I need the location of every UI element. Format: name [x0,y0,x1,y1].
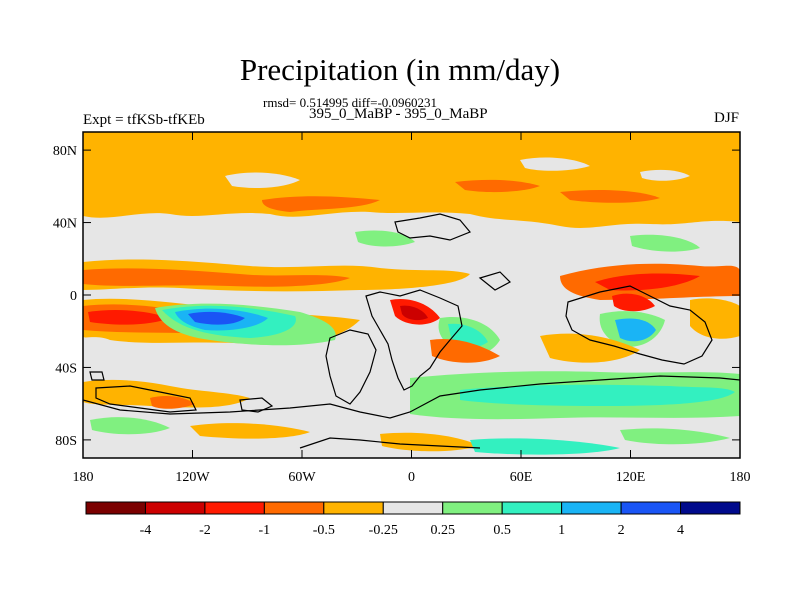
colorbar: -4 -2 -1 -0.5 -0.25 0.25 0.5 1 2 4 [85,501,741,538]
plot-area [83,132,740,458]
colorbar-swatch [204,501,265,515]
anomaly-field [630,234,700,252]
anomaly-field [225,172,300,188]
colorbar-label: 1 [558,523,565,538]
colorbar-swatch [263,501,325,515]
colorbar-label: 0.25 [430,523,455,538]
colorbar-label: -1 [259,523,271,538]
x-tick-label: 120E [616,470,646,485]
y-tick-label: 80N [53,144,77,159]
anomaly-field [690,298,740,339]
x-tick-label: 0 [408,470,415,485]
anomaly-field [470,438,620,455]
colorbar-label: 2 [618,523,625,538]
anomaly-field [88,310,170,325]
colorbar-swatch [442,501,503,515]
colorbar-label: -2 [199,523,211,538]
colorbar-swatch [680,501,741,515]
chart-title: Precipitation (in mm/day) [239,52,561,87]
x-tick-label: 60W [288,470,316,485]
anomaly-field [190,423,310,439]
anomaly-field [262,196,380,212]
coastlines [83,213,740,449]
colorbar-swatch [144,501,206,515]
runs-line: 395_0_MaBP - 395_0_MaBP [309,106,488,122]
colorbar-swatch [561,501,622,515]
y-tick-label: 40N [53,217,77,232]
colorbar-swatch [620,501,682,515]
anomaly-field [615,318,656,342]
anomaly-field [430,338,500,363]
experiment-label: Expt = tfKSb-tfKEb [83,112,205,128]
anomaly-field [620,428,730,445]
colorbar-label: -0.25 [369,523,398,538]
x-axis: 180 120W 60W 0 60E 120E 180 [73,132,751,485]
x-tick-label: 60E [510,470,533,485]
colorbar-swatch [323,501,384,515]
colorbar-label: -4 [140,523,152,538]
anomaly-field [400,305,428,321]
anomaly-field [560,190,660,203]
x-tick-label: 120W [175,470,210,485]
anomaly-field [612,293,655,312]
anomaly-field [150,396,195,409]
anomaly-field [540,333,640,363]
y-tick-label: 40S [55,361,77,376]
y-tick-label: 80S [55,434,77,449]
anomaly-field [455,179,540,193]
y-tick-label: 0 [70,289,77,304]
anomaly-field [90,417,170,435]
y-axis: 80N 40N 0 40S 80S [53,144,740,449]
anomaly-field [83,132,740,228]
anomaly-field [520,157,590,171]
anomaly-field [83,268,350,287]
anomaly-field [460,384,735,406]
anomaly-field [188,311,245,325]
anomaly-field [595,273,700,291]
colorbar-label: -0.5 [313,523,335,538]
colorbar-swatch [382,501,444,515]
colorbar-label: 0.5 [493,523,511,538]
colorbar-swatch [85,501,146,515]
colorbar-swatch [501,501,563,515]
anomaly-field [355,230,415,247]
stats-line: rmsd= 0.514995 diff=-0.0960231 [263,95,438,110]
season-label: DJF [713,110,739,126]
x-tick-label: 180 [730,470,751,485]
x-tick-label: 180 [73,470,94,485]
anomaly-field [640,169,690,181]
colorbar-label: 4 [677,523,684,538]
